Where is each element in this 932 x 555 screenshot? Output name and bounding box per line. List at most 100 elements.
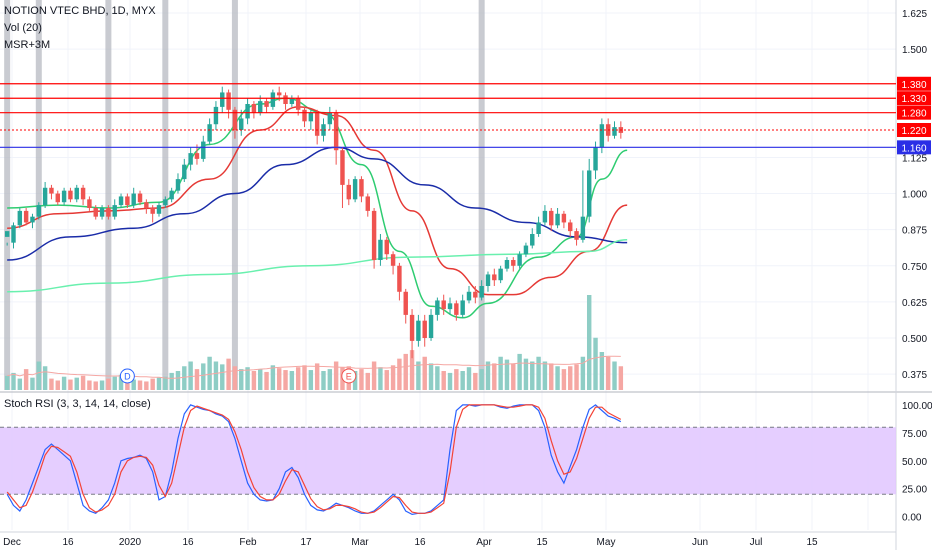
volume-bar bbox=[447, 372, 453, 390]
time-tick-label: 16 bbox=[182, 537, 194, 548]
time-tick-label: Jul bbox=[750, 537, 763, 548]
volume-bar bbox=[131, 379, 136, 390]
candle-body bbox=[308, 112, 314, 122]
stoch-tick-label: 100.00 bbox=[902, 401, 932, 412]
candle-body bbox=[201, 141, 206, 159]
candle-body bbox=[74, 187, 79, 200]
candle-body bbox=[599, 124, 605, 148]
candle-body bbox=[49, 187, 54, 194]
volume-bar bbox=[314, 363, 320, 390]
candle-body bbox=[4, 231, 10, 237]
stoch-line-layer bbox=[6, 404, 622, 516]
stoch-tick-label: 0.00 bbox=[902, 513, 922, 524]
candle-body bbox=[156, 205, 162, 214]
volume-bar bbox=[517, 353, 522, 390]
volume-bar bbox=[137, 380, 143, 390]
candle-body bbox=[11, 225, 16, 243]
candle-body bbox=[485, 274, 491, 286]
volume-bar bbox=[333, 361, 339, 390]
volume-bar bbox=[245, 367, 250, 390]
volume-bar bbox=[49, 378, 54, 390]
volume-bar bbox=[36, 361, 42, 390]
stoch-tick-label: 25.00 bbox=[902, 485, 927, 496]
volume-bar bbox=[618, 366, 624, 390]
volume-bar bbox=[99, 380, 105, 390]
volume-average-line bbox=[7, 355, 621, 379]
moving-average-line bbox=[7, 106, 628, 296]
candle-body bbox=[454, 303, 459, 315]
level-price-tag bbox=[897, 91, 931, 106]
level-price-tag bbox=[897, 105, 931, 120]
volume-bar bbox=[504, 359, 510, 390]
volume-bar bbox=[302, 365, 307, 390]
candle-body bbox=[422, 320, 427, 338]
volume-bar bbox=[112, 376, 117, 390]
candle-body bbox=[112, 205, 117, 217]
candle-body bbox=[327, 112, 333, 125]
stoch-line bbox=[6, 404, 622, 516]
moving-average-line bbox=[7, 97, 628, 319]
level-price-tag bbox=[897, 76, 931, 91]
candle-body bbox=[251, 104, 257, 113]
axis-layer: 1.625 1.500 1.125 1.000 0.875 0.750 0.625 0.500… bbox=[3, 9, 932, 548]
volume-bar bbox=[175, 371, 181, 390]
candle-body bbox=[245, 104, 250, 119]
candle-body bbox=[416, 320, 421, 341]
time-tick-label: Apr bbox=[476, 537, 492, 548]
candle-body bbox=[466, 291, 472, 301]
candle-body bbox=[125, 196, 130, 206]
event-marker-label: D bbox=[124, 372, 131, 382]
candle-body bbox=[498, 268, 503, 281]
volume-bar bbox=[580, 356, 586, 390]
candle-body bbox=[441, 300, 446, 310]
volume-bar bbox=[599, 352, 605, 390]
candle-body bbox=[283, 95, 288, 104]
session-marker bbox=[162, 0, 169, 390]
stoch-line bbox=[6, 404, 622, 514]
volume-bar bbox=[568, 366, 573, 390]
volume-bar bbox=[586, 295, 592, 390]
volume-bar bbox=[371, 361, 377, 390]
level-price-label: 1.330 bbox=[901, 94, 926, 105]
volume-bar bbox=[23, 369, 29, 390]
candle-body bbox=[131, 193, 136, 206]
volume-bar bbox=[226, 358, 231, 390]
candle-body bbox=[612, 127, 617, 136]
candle-body bbox=[226, 92, 231, 110]
candle-body bbox=[333, 112, 339, 151]
candle-body bbox=[517, 254, 522, 266]
candle-body bbox=[302, 109, 307, 122]
volume-bar bbox=[327, 369, 333, 390]
stoch-tick-label: 75.00 bbox=[902, 429, 927, 440]
volume-bar bbox=[4, 375, 10, 390]
level-price-label: 1.280 bbox=[901, 109, 926, 120]
candle-body bbox=[99, 208, 105, 217]
candle-body bbox=[504, 260, 510, 269]
candle-body bbox=[397, 265, 402, 292]
candle-body bbox=[340, 150, 345, 185]
volume-bar bbox=[61, 376, 67, 390]
volume-bar bbox=[295, 367, 301, 390]
session-marker bbox=[478, 0, 485, 390]
price-tick-label: 0.875 bbox=[902, 226, 927, 237]
volume-bar bbox=[523, 358, 529, 390]
candle-body bbox=[492, 274, 497, 281]
candle-body bbox=[68, 190, 73, 200]
volume-bar bbox=[536, 356, 541, 390]
level-price-label: 1.160 bbox=[901, 143, 926, 154]
volume-bar bbox=[409, 350, 415, 390]
candle-body bbox=[232, 109, 238, 130]
candle-body bbox=[270, 92, 276, 107]
candle-body bbox=[188, 153, 193, 165]
volume-bar bbox=[612, 361, 617, 390]
symbol-title: NOTION VTEC BHD, 1D, MYX bbox=[4, 5, 156, 17]
volume-bar bbox=[188, 361, 193, 390]
time-tick-label: Feb bbox=[239, 537, 257, 548]
session-marker-layer bbox=[4, 0, 485, 390]
candle-body bbox=[390, 254, 396, 266]
time-tick-label: 16 bbox=[414, 537, 426, 548]
price-tick-label: 0.500 bbox=[902, 334, 927, 345]
volume-bar bbox=[466, 367, 472, 390]
